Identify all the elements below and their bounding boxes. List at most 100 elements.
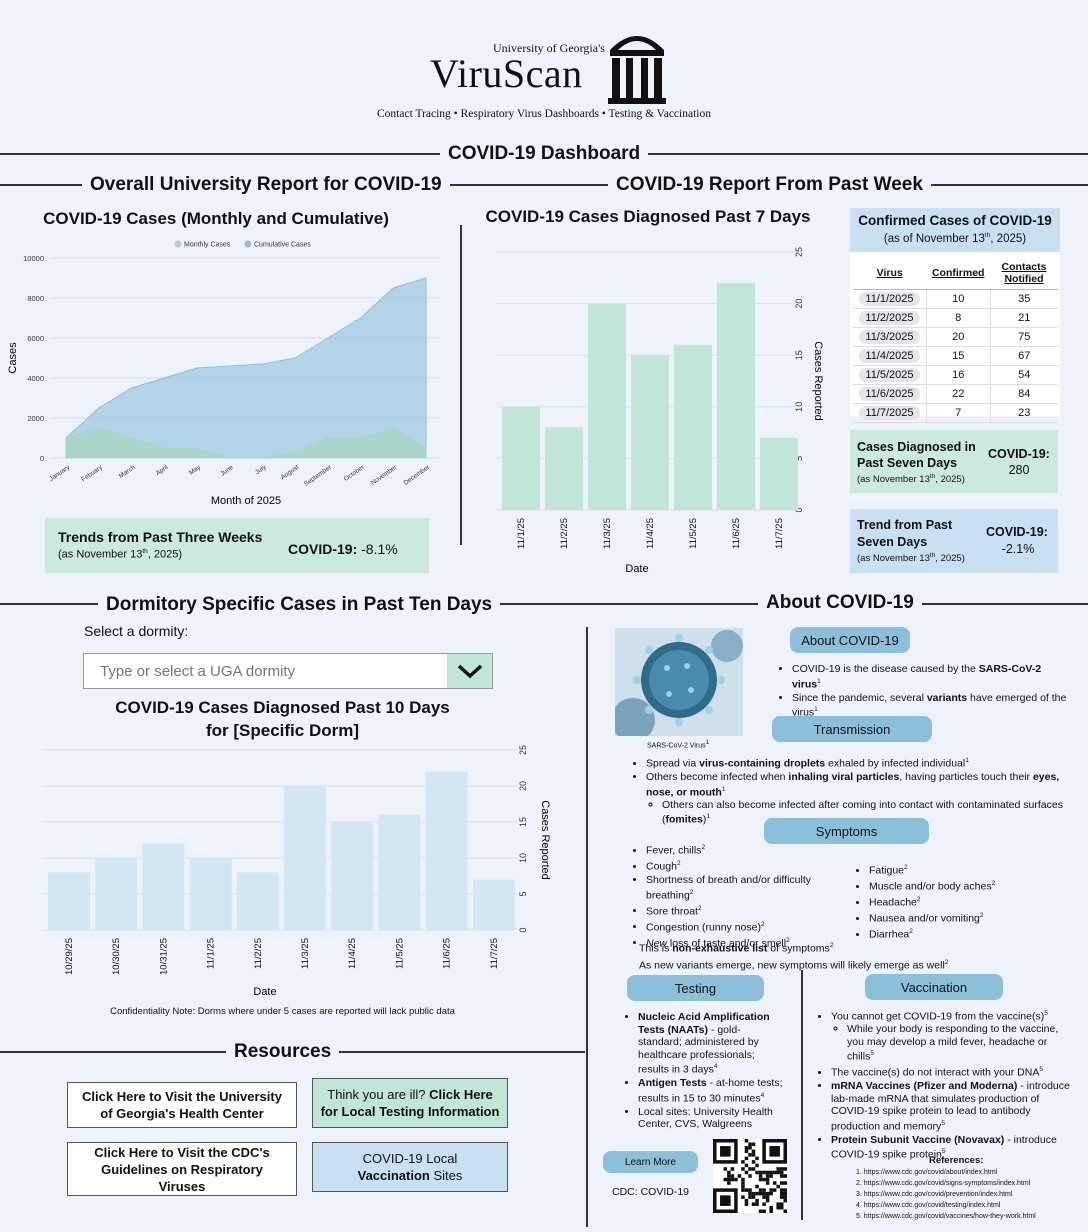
date-pill: 11/1/2025 [859, 291, 920, 306]
local-testing-button[interactable]: Think you are ill? Click Here for Local … [312, 1078, 508, 1128]
table-row: 11/7/2025 7 23 [853, 403, 1058, 423]
vaccination-sites-button[interactable]: COVID-19 Local Vaccination Sites [312, 1142, 508, 1192]
legend-marker [174, 240, 182, 248]
reference-item[interactable]: 1. https://www.cdc.gov/covid/about/index… [856, 1169, 998, 1176]
week-section-title: COVID-19 Report From Past Week [608, 174, 931, 196]
reference-item[interactable]: 5. https://www.cdc.gov/covid/vaccines/ho… [856, 1213, 1036, 1220]
qr-module [779, 1181, 784, 1185]
qr-module [751, 1153, 756, 1157]
y-axis-label: Cases Reported [539, 800, 551, 880]
logo-title: ViruScan [430, 51, 583, 96]
dorm-chart-title-1: COVID-19 Cases Diagnosed Past 10 Days [115, 698, 450, 717]
qr-module [755, 1156, 759, 1161]
week-trend-box [850, 509, 1058, 573]
qr-module [783, 1188, 787, 1192]
qr-module [779, 1188, 784, 1192]
confirmed-table-header [850, 208, 1060, 252]
qr-module [769, 1174, 773, 1178]
x-tick-label: 11/1/25 [206, 938, 217, 969]
area-series-cumulative [65, 277, 427, 459]
reference-item[interactable]: 4. https://www.cdc.gov/covid/testing/ind… [856, 1202, 1001, 1209]
qr-module [744, 1188, 749, 1192]
y-tick-label: 5 [518, 891, 528, 896]
week-chart-title: COVID-19 Cases Diagnosed Past 7 Days [485, 207, 811, 226]
qr-module [751, 1195, 756, 1199]
x-tick-label: June [219, 464, 235, 478]
x-tick-label: 11/4/25 [645, 518, 656, 549]
x-tick-label: 11/2/25 [253, 938, 264, 969]
x-tick-label: 11/6/25 [731, 518, 742, 549]
y-tick-label: 25 [518, 745, 528, 755]
qr-module [751, 1202, 756, 1206]
reference-item[interactable]: 3. https://www.cdc.gov/covid/prevention/… [856, 1191, 1013, 1198]
qr-module [783, 1181, 787, 1185]
dorm-bar-chart: 0 5 10 15 20 25 10/29/25 10/30/25 10/31/25 11/1/2… [42, 745, 551, 998]
dorm-select-input[interactable] [84, 654, 446, 688]
qr-module [762, 1177, 766, 1182]
date-cell: 11/7/2025 [853, 403, 927, 423]
bar [674, 344, 712, 510]
qr-module [730, 1177, 735, 1182]
qr-module [751, 1160, 756, 1164]
dashboard-title: COVID-19 Dashboard [440, 143, 649, 165]
table-header-cell: Virus [853, 257, 927, 290]
vaccination-pill: Vaccination [865, 974, 1003, 1000]
testing-pill: Testing [627, 975, 764, 1001]
qr-code-icon[interactable] [713, 1139, 787, 1213]
dorm-select[interactable] [83, 653, 493, 689]
uga-health-center-button[interactable]: Click Here to Visit the University of Ge… [67, 1082, 297, 1128]
y-tick-label: 15 [518, 817, 528, 827]
qr-module [737, 1174, 742, 1178]
qr-module [755, 1198, 759, 1203]
symptoms-list-right: Fatigue2 Muscle and/or body aches2 Heada… [855, 862, 1055, 942]
cdc-guidelines-button[interactable]: Click Here to Visit the CDC's Guidelines… [67, 1142, 297, 1196]
qr-module [765, 1195, 770, 1199]
bar [425, 771, 468, 930]
qr-module [727, 1170, 731, 1175]
x-tick-label: 11/1/25 [516, 518, 527, 549]
diagnosed-value: 280 [1008, 463, 1030, 477]
qr-module [758, 1174, 763, 1178]
date-cell: 11/3/2025 [853, 327, 927, 347]
week-trend-label: COVID-19: [986, 525, 1048, 539]
reference-item[interactable]: 2. https://www.cdc.gov/covid/signs-sympt… [856, 1180, 1031, 1187]
qr-module [751, 1167, 756, 1171]
table-row: 11/5/2025 16 54 [853, 365, 1058, 385]
qr-module [776, 1170, 780, 1175]
qr-module [779, 1205, 784, 1210]
qr-module [779, 1167, 784, 1171]
table-row: 11/4/2025 15 67 [853, 346, 1058, 366]
qr-module [751, 1149, 756, 1154]
value-cell: 8 [925, 308, 991, 328]
virus-image [615, 628, 743, 736]
qr-module [730, 1167, 735, 1171]
learn-more-button[interactable]: Learn More [603, 1151, 698, 1173]
diagnosed-title: Cases Diagnosed in Past Seven Days [857, 440, 976, 470]
x-tick-label: November [370, 463, 399, 486]
dorm-select-toggle[interactable] [447, 654, 492, 688]
x-tick-label: May [188, 463, 203, 476]
qr-module [744, 1198, 749, 1203]
qr-module [762, 1170, 766, 1175]
bar [631, 355, 669, 510]
virus-image-caption: SARS-CoV-2 Virus1 [647, 739, 710, 750]
x-tick-label: 11/5/25 [688, 518, 699, 549]
x-tick-label: 11/4/25 [347, 938, 358, 969]
y-tick-label: 0 [40, 454, 44, 463]
y-tick-label: 20 [518, 781, 528, 791]
value-cell: 23 [990, 403, 1058, 423]
value-cell: 20 [925, 327, 991, 347]
qr-module [783, 1191, 787, 1196]
qr-module [758, 1170, 763, 1175]
qr-module [741, 1177, 745, 1182]
y-tick-label: 0 [518, 927, 528, 932]
date-cell: 11/2/2025 [853, 308, 927, 328]
qr-module [783, 1167, 787, 1171]
university-section-title: Overall University Report for COVID-19 [82, 174, 450, 196]
logo-subtitle: University of Georgia's [493, 41, 605, 55]
qr-module [762, 1209, 766, 1213]
divider [460, 225, 462, 545]
qr-module [758, 1209, 763, 1213]
x-tick-label: March [118, 464, 137, 480]
qr-module [769, 1205, 773, 1210]
